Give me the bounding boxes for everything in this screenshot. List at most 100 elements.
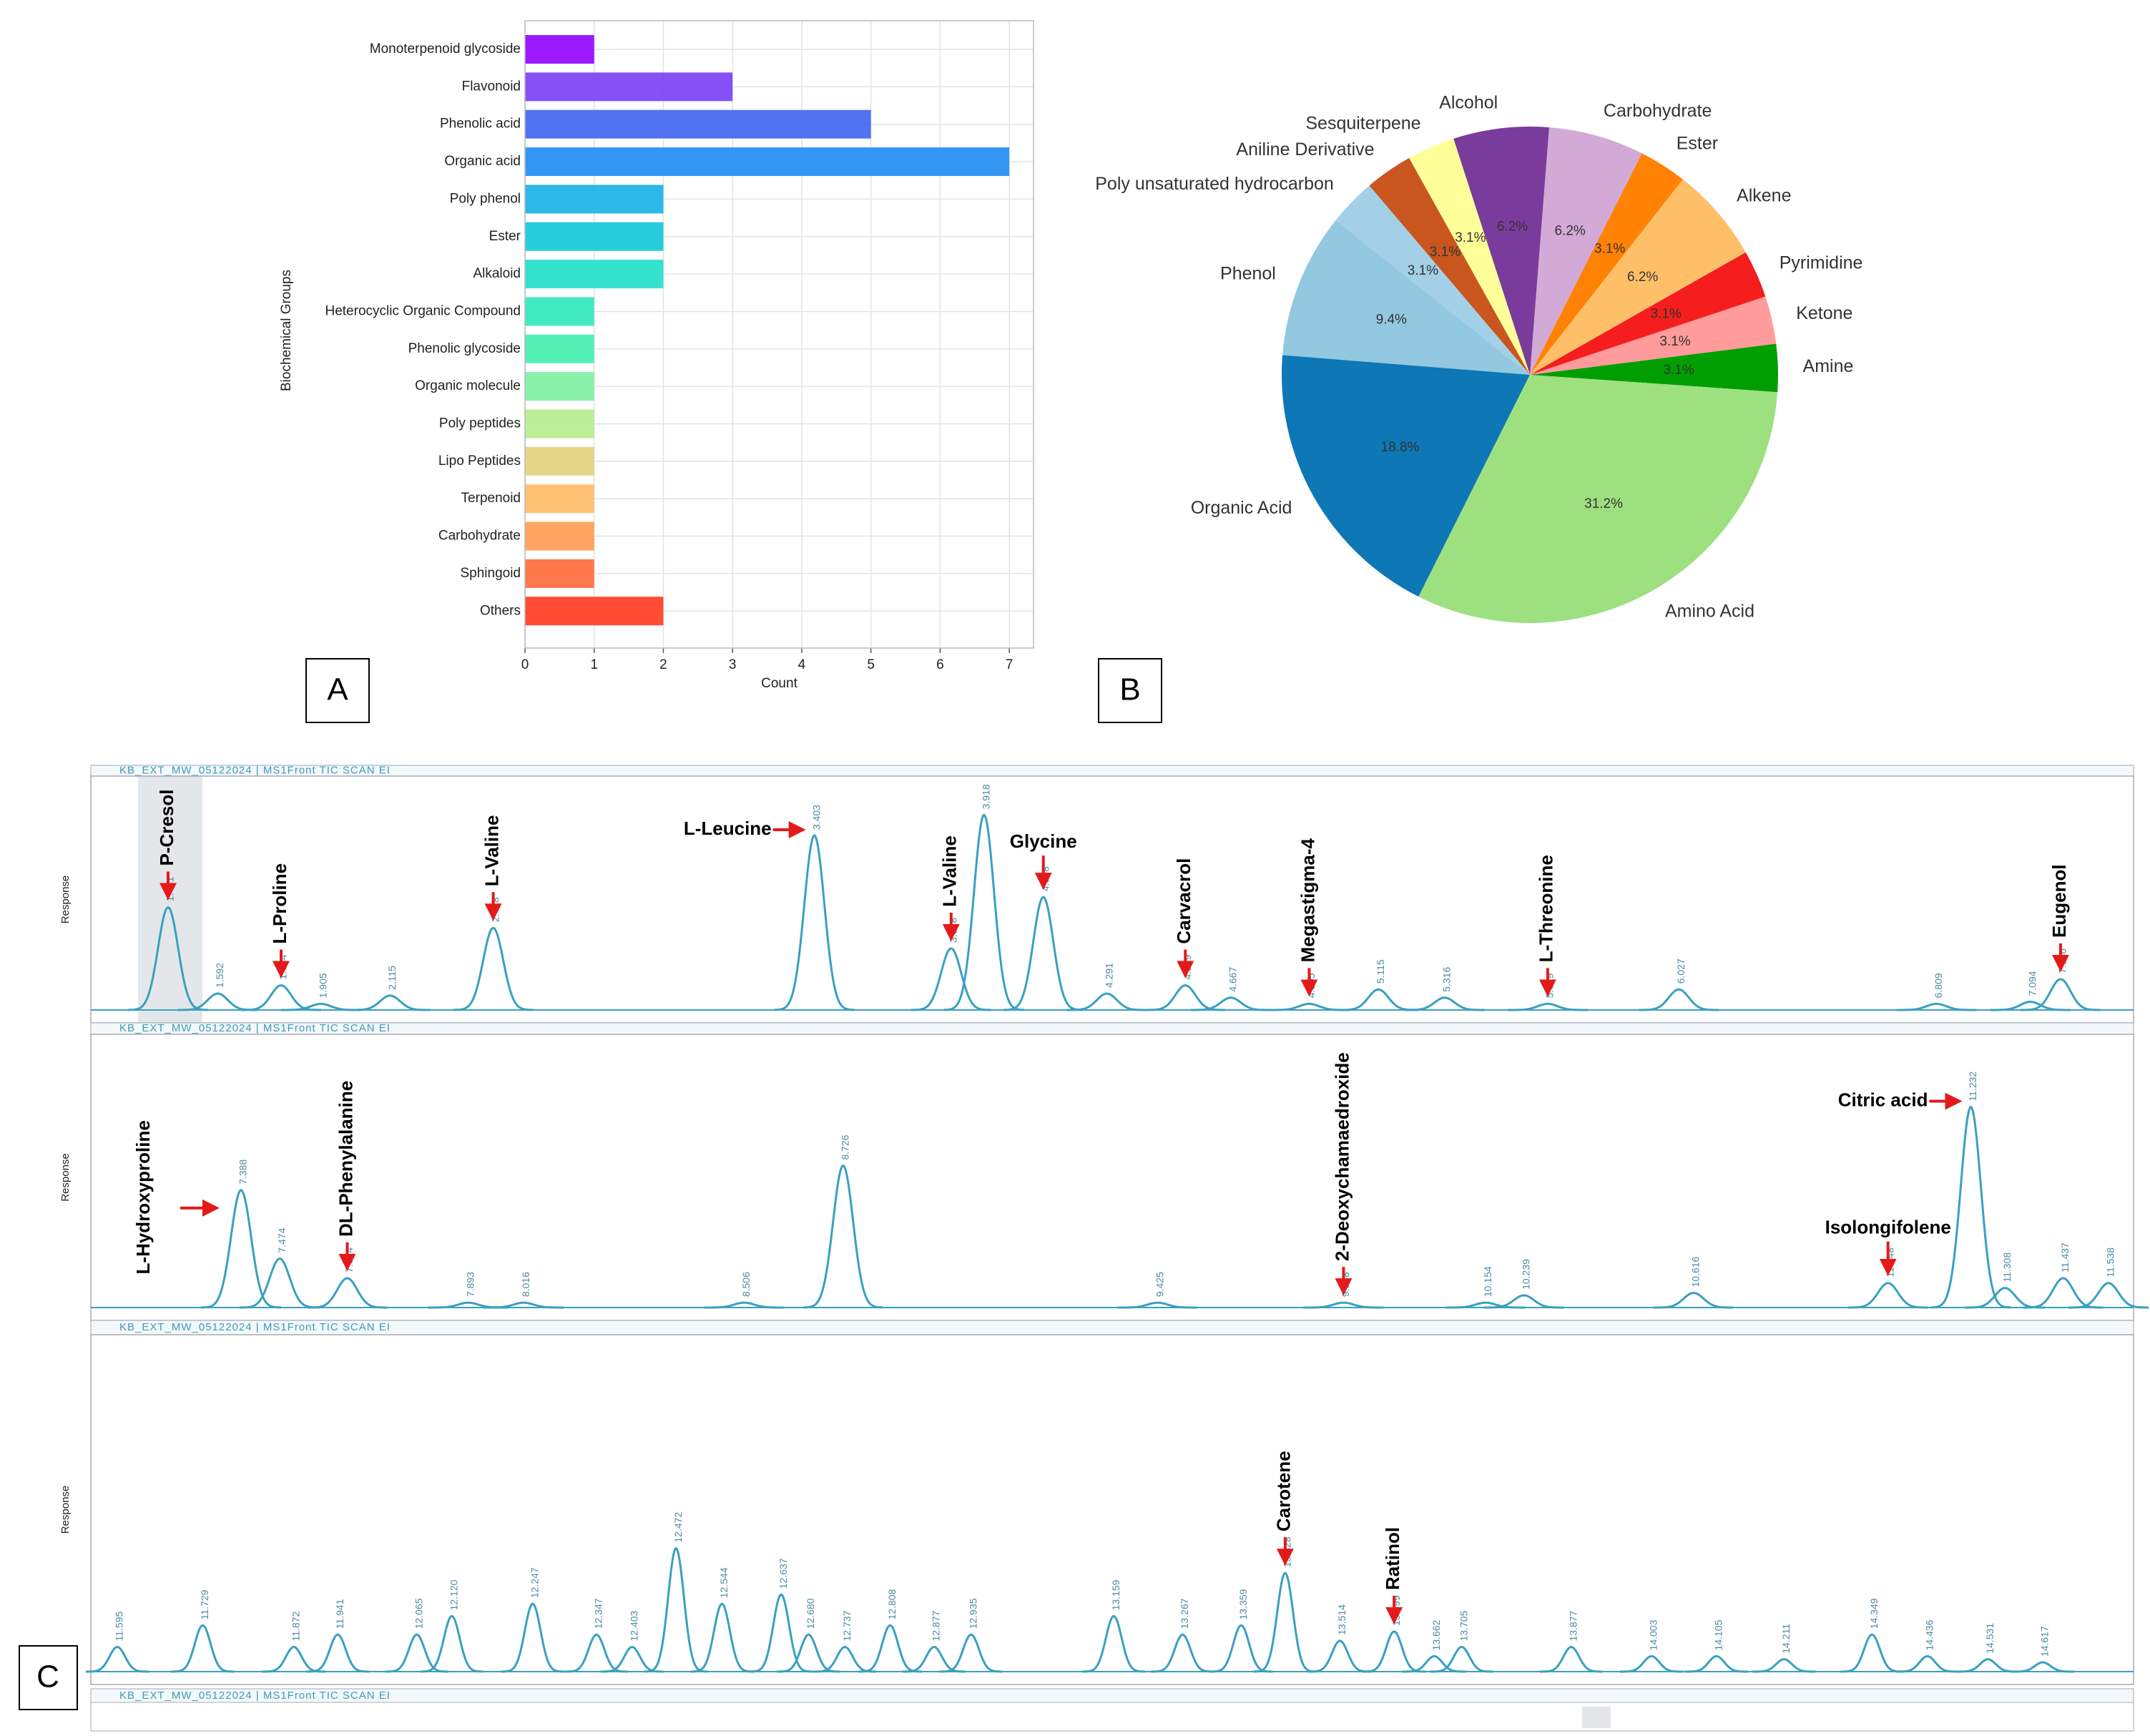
peak-label: 9.838 — [1340, 1272, 1351, 1297]
annotation: Carvacrol — [1173, 858, 1194, 944]
peak — [1840, 1633, 1904, 1673]
peak-label: 3.403 — [810, 805, 822, 830]
peak-label: 2.115 — [386, 966, 398, 990]
bar — [525, 222, 664, 251]
peak-label: 9.425 — [1154, 1272, 1165, 1297]
y-tick-label: Poly phenol — [450, 191, 521, 206]
trace-header — [90, 1022, 2134, 1035]
panel-box — [19, 1645, 78, 1710]
peak — [1539, 1645, 1603, 1673]
peak — [1145, 984, 1226, 1011]
peak — [1483, 1294, 1564, 1309]
x-axis-title: Count — [761, 676, 797, 691]
peak — [1752, 1658, 1816, 1673]
slice-label: Pyrimidine — [1780, 252, 1863, 273]
peak — [2023, 1277, 2104, 1309]
peak — [1956, 1658, 2020, 1673]
trace-header-text: KB_EXT_MW_05122024 | MS1Front TIC SCAN E… — [119, 1321, 391, 1333]
panel-box — [305, 658, 370, 723]
peak-label: 5.316 — [1440, 967, 1452, 992]
peak — [1066, 992, 1147, 1011]
peak — [644, 1546, 708, 1673]
peak-label: 3.818 — [947, 918, 958, 943]
y-axis-title: Response — [59, 876, 72, 924]
peak-label: 12.544 — [718, 1567, 730, 1598]
peak-label: 11.729 — [199, 1589, 210, 1619]
y-tick-label: Sphingoid — [460, 566, 521, 581]
peak — [704, 1301, 785, 1309]
peak-label: 4.291 — [1103, 963, 1114, 988]
peak — [501, 1602, 564, 1673]
bar — [525, 484, 594, 514]
slice-label: Alkene — [1737, 185, 1791, 205]
axes-frame — [524, 20, 1034, 649]
annotation: Citric acid — [1838, 1089, 1928, 1110]
panel-label: A — [327, 672, 348, 707]
y-tick-label: Alkaloid — [473, 266, 521, 281]
y-tick-label: Carbohydrate — [438, 529, 521, 544]
pie-slice — [1335, 185, 1530, 375]
peak — [1151, 1633, 1214, 1673]
annotation: L-Threonine — [1536, 855, 1557, 962]
slice-label: Poly unsaturated hydrocarbon — [1095, 174, 1334, 194]
peak — [939, 1633, 1003, 1673]
x-tick-label: 4 — [798, 657, 806, 672]
peak-label: 13.705 — [1458, 1610, 1469, 1641]
y-tick-label: Flavonoid — [462, 79, 521, 94]
peak — [280, 1002, 361, 1011]
scroll-block — [1582, 1707, 1611, 1728]
peak — [1896, 1002, 1977, 1011]
peak-label: 7.186 — [2057, 948, 2068, 974]
peak-label: 12.877 — [931, 1610, 942, 1641]
peak-label: 8.016 — [520, 1272, 531, 1297]
peak — [750, 1593, 813, 1673]
peak — [420, 1614, 483, 1673]
bar — [525, 409, 594, 438]
annotation: L-Proline — [269, 863, 290, 944]
peak — [1990, 1000, 2071, 1011]
peak-label: 13.159 — [1110, 1579, 1121, 1610]
peak-label: 11.437 — [2059, 1242, 2071, 1272]
peak — [306, 1633, 370, 1673]
peak — [86, 1645, 149, 1673]
pie-slice — [1282, 355, 1530, 597]
slice-label: Alcohol — [1439, 93, 1498, 113]
x-tick-label: 6 — [936, 657, 944, 672]
peak-label: 8.506 — [740, 1272, 752, 1297]
peak-label: 2.428 — [489, 897, 501, 922]
peak — [350, 994, 431, 1011]
y-axis-title: Response — [59, 1153, 72, 1202]
peak — [453, 926, 534, 1011]
peak-label: 12.120 — [448, 1579, 459, 1610]
peak-label: 7.474 — [276, 1227, 288, 1252]
peak — [1404, 996, 1485, 1011]
pie-slice — [1369, 157, 1530, 375]
peak — [127, 906, 209, 1011]
peak — [483, 1301, 564, 1309]
trace-header — [90, 1320, 2134, 1335]
annotation: P-Cresol — [156, 790, 177, 866]
peak-label: 14.105 — [1713, 1619, 1724, 1650]
x-tick-label: 0 — [521, 657, 529, 672]
y-tick-label: Lipo Peptides — [438, 453, 521, 469]
peak — [2011, 1661, 2074, 1673]
annotation: L-Leucine — [684, 818, 772, 839]
peak-label: 6.027 — [1675, 958, 1687, 984]
peak-label: 11.941 — [334, 1599, 345, 1629]
trace-header-text: KB_EXT_MW_05122024 | MS1Front TIC SCAN E… — [119, 764, 391, 776]
peak — [1082, 1614, 1146, 1673]
peak — [2068, 1282, 2149, 1309]
bar — [525, 109, 871, 139]
peak-label: 4.667 — [1227, 967, 1239, 992]
x-tick-label: 7 — [1006, 657, 1013, 672]
peak-label: 13.514 — [1336, 1604, 1348, 1635]
y-tick-label: Poly peptides — [439, 416, 521, 431]
peak-label: 12.403 — [628, 1610, 639, 1641]
annotation: 2-Deoxychamaedroxide — [1331, 1052, 1353, 1261]
peak — [1684, 1654, 1748, 1673]
y-tick-label: Organic molecule — [415, 378, 521, 393]
peak — [1445, 1301, 1526, 1309]
bar — [525, 446, 594, 476]
peak-label: 10.616 — [1690, 1256, 1702, 1287]
slice-percent: 3.1% — [1651, 306, 1682, 321]
